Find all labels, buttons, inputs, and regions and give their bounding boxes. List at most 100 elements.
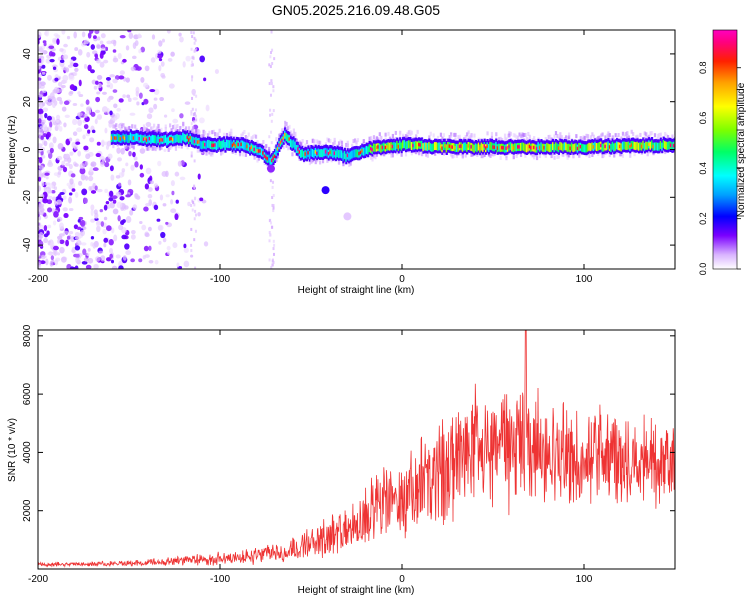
heatmap-cell [304,152,307,156]
heatmap-cell [627,141,630,150]
heatmap-cell [447,142,450,151]
heatmap-cell [138,258,143,263]
heatmap-cell [40,203,45,208]
heatmap-cell [272,204,275,208]
heatmap-cell [476,144,479,153]
heatmap-cell [69,84,75,91]
heatmap-cells [38,30,675,269]
heatmap-cell [190,112,193,116]
heatmap-cell [164,124,167,129]
heatmap-cell [503,137,507,142]
heatmap-cell [285,121,288,126]
heatmap-cell [281,128,284,133]
heatmap-cell [221,150,224,155]
heatmap-cell [131,134,134,143]
heatmap-cell [191,96,194,100]
heatmap-cell [617,133,620,138]
heatmap-cell [96,36,101,41]
heatmap-cell [589,143,593,152]
heatmap-cell [400,142,403,151]
heatmap-cell [90,190,97,194]
heatmap-cell [118,265,124,269]
heatmap-cell [346,143,349,148]
heatmap-cell [191,35,194,39]
heatmap-cell [406,132,409,137]
heatmap-cell [171,137,175,142]
heatmap-cell [254,134,258,139]
heatmap-cell [153,103,158,110]
heatmap-cell [630,143,633,147]
heatmap-cell [99,61,105,68]
heatmap-cell [59,59,65,63]
heatmap-cell [131,143,134,148]
heatmap-cell [147,187,153,192]
heatmap-cell [159,96,164,102]
heatmap-cell [247,143,250,152]
heatmap-cell [48,45,55,50]
heatmap-cell [192,56,195,60]
heatmap-cell [79,167,86,175]
heatmap-cell [278,143,281,147]
heatmap-cell [63,43,68,48]
heatmap-cell [52,102,56,109]
heatmap-cell [345,143,348,148]
heatmap-cell [393,142,396,151]
heatmap-cell [85,99,90,105]
heatmap-cell [604,135,607,140]
heatmap-cell [506,133,510,138]
heatmap-cell [57,142,64,150]
heatmap-cell [38,170,42,176]
heatmap-cell [175,199,179,204]
heatmap-cell [129,144,132,149]
heatmap-ytick-label: -40 [22,237,33,252]
heatmap-cell [109,165,114,172]
heatmap-cell [41,208,45,212]
heatmap-cell [330,148,333,157]
heatmap-cell [407,130,411,135]
heatmap-cell [145,121,152,128]
heatmap-cell [220,151,223,156]
heatmap-cell [87,248,91,252]
heatmap-cell [313,149,316,158]
heatmap-cell [605,133,609,138]
heatmap-cell [289,130,293,135]
heatmap-cell [52,66,57,71]
heatmap-cell [409,129,412,134]
heatmap-cell [108,239,114,246]
figure-title: GN05.2025.216.09.48.G05 [272,2,440,18]
heatmap-cell [358,151,361,156]
heatmap-cell [205,141,208,150]
heatmap-cell [186,142,189,147]
heatmap-xlabel: Height of straight line (km) [298,285,415,296]
heatmap-cell [556,133,559,138]
heatmap-cell [99,52,104,59]
heatmap-cell [272,247,275,251]
heatmap-cell [76,127,83,133]
heatmap-cell [515,135,518,140]
heatmap-cell [431,143,434,152]
heatmap-cell [321,149,325,158]
heatmap-cell [141,145,144,150]
heatmap-ytick-label: 20 [22,96,33,108]
heatmap-cell [198,140,201,144]
heatmap-cell [490,142,494,151]
heatmap-cell [40,135,44,140]
heatmap-cell [193,217,196,221]
heatmap-cell [161,138,164,142]
heatmap-cell [505,153,508,158]
heatmap-cell [470,134,473,139]
heatmap-cell [45,58,51,64]
heatmap-cell [163,148,167,153]
heatmap-cell [158,138,162,143]
heatmap-cell [128,125,131,130]
heatmap-cell [314,157,317,162]
heatmap-cell [566,153,569,158]
heatmap-cell [50,255,55,261]
heatmap-cell [292,148,295,153]
heatmap-cell [416,129,419,134]
heatmap-cell [138,92,143,99]
heatmap-cell [153,204,159,211]
heatmap-cell [271,185,274,189]
heatmap-cell [371,148,374,152]
heatmap-cell [160,231,166,239]
